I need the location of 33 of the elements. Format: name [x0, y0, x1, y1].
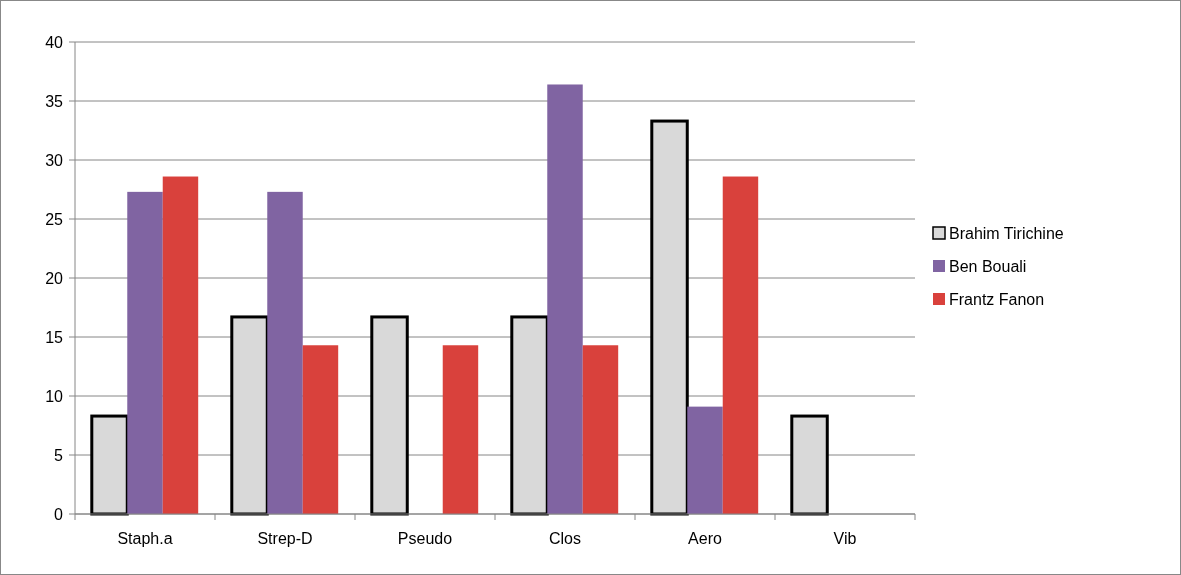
- bar: [90, 414, 129, 516]
- y-tick-label: 30: [45, 151, 64, 169]
- y-tick-label: 5: [54, 446, 64, 464]
- bar: [370, 315, 409, 516]
- bar: [547, 84, 583, 514]
- bar: [687, 406, 723, 514]
- legend-label: Frantz Fanon: [949, 290, 1045, 308]
- bar: [442, 345, 479, 514]
- bar: [267, 191, 303, 514]
- bar: [790, 414, 829, 516]
- y-tick-label: 15: [45, 328, 64, 346]
- x-tick-label: Clos: [548, 530, 582, 547]
- x-tick-label: Pseudo: [397, 530, 453, 547]
- legend-label: Brahim Tirichine: [949, 224, 1064, 242]
- x-tick-label: Aero: [688, 530, 722, 547]
- y-tick-label: 25: [45, 210, 64, 228]
- bar: [302, 345, 339, 514]
- y-tick-label: 35: [45, 92, 64, 110]
- bar: [230, 315, 269, 516]
- x-tick-label: Staph.a: [117, 530, 173, 547]
- bar: [162, 176, 199, 514]
- y-tick-label: 20: [45, 269, 64, 287]
- y-tick-label: 0: [54, 505, 64, 523]
- y-tick-label: 40: [45, 33, 64, 51]
- bar: [650, 119, 689, 516]
- y-tick-label: 10: [45, 387, 64, 405]
- x-tick-label: Strep-D: [257, 530, 313, 547]
- legend-label: Ben Bouali: [949, 257, 1027, 275]
- bar: [582, 345, 619, 514]
- x-tick-label: Vib: [833, 530, 857, 547]
- bar: [510, 315, 549, 516]
- bar: [127, 191, 163, 514]
- bar: [722, 176, 759, 514]
